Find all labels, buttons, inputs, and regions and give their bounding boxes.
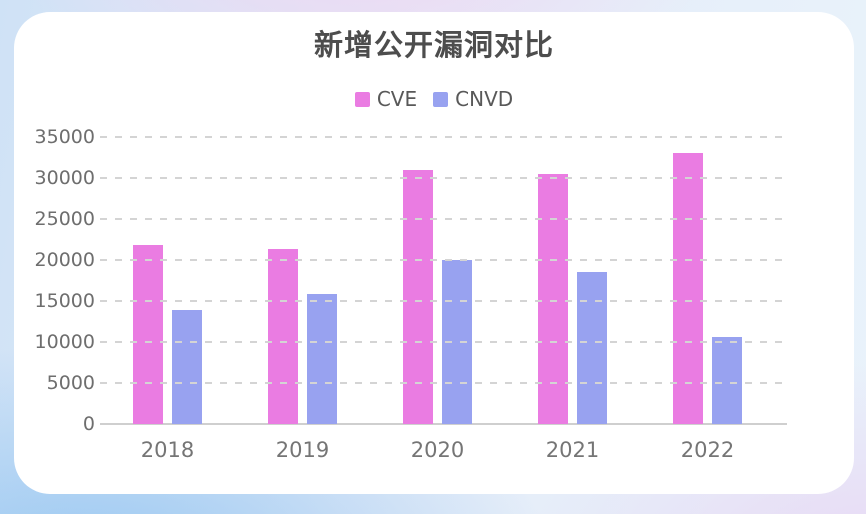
bar-cve-2021 bbox=[538, 174, 568, 424]
legend-item-cnvd[interactable]: CNVD bbox=[433, 87, 513, 111]
bar-row-2018 bbox=[100, 137, 235, 424]
y-tick-label-15000: 15000 bbox=[34, 290, 95, 312]
x-tick-label-2019: 2019 bbox=[275, 438, 330, 462]
bar-cve-2022 bbox=[673, 153, 703, 424]
bar-cnvd-2019 bbox=[307, 294, 337, 424]
x-axis-line bbox=[100, 423, 787, 425]
gridline-30000 bbox=[100, 177, 787, 179]
x-tick-label-2021: 2021 bbox=[545, 438, 600, 462]
gridline-35000 bbox=[100, 136, 787, 138]
bar-row-2019 bbox=[235, 137, 370, 424]
gridline-5000 bbox=[100, 382, 787, 384]
y-tick-label-0: 0 bbox=[82, 413, 95, 435]
y-tick-label-25000: 25000 bbox=[34, 208, 95, 230]
bar-row-2020 bbox=[370, 137, 505, 424]
bar-group-2022: 2022 bbox=[640, 137, 775, 462]
cnvd-legend-swatch-icon bbox=[433, 91, 449, 107]
bar-group-2021: 2021 bbox=[505, 137, 640, 462]
bar-cnvd-2022 bbox=[712, 337, 742, 424]
y-tick-label-20000: 20000 bbox=[34, 249, 95, 271]
y-tick-label-30000: 30000 bbox=[34, 167, 95, 189]
x-tick-label-2018: 2018 bbox=[140, 438, 195, 462]
gridline-10000 bbox=[100, 341, 787, 343]
chart-card: 新增公开漏洞对比 CVE CNVD 0 5000 10000 15000 20000 25… bbox=[14, 12, 854, 494]
y-tick-label-10000: 10000 bbox=[34, 331, 95, 353]
legend: CVE CNVD bbox=[14, 87, 854, 111]
x-tick-label-2020: 2020 bbox=[410, 438, 465, 462]
bar-cnvd-2021 bbox=[577, 272, 607, 424]
cve-legend-swatch-icon bbox=[354, 91, 370, 107]
bar-cve-2018 bbox=[133, 245, 163, 424]
y-tick-label-5000: 5000 bbox=[46, 372, 95, 394]
bar-cnvd-2018 bbox=[172, 310, 202, 424]
bar-group-2019: 2019 bbox=[235, 137, 370, 462]
legend-label-cve: CVE bbox=[376, 87, 418, 111]
gridline-15000 bbox=[100, 300, 787, 302]
bar-group-2018: 2018 bbox=[100, 137, 235, 462]
bar-cve-2019 bbox=[268, 249, 298, 424]
legend-item-cve[interactable]: CVE bbox=[354, 87, 418, 111]
y-tick-label-35000: 35000 bbox=[34, 126, 95, 148]
x-tick-label-2022: 2022 bbox=[680, 438, 735, 462]
bar-row-2022 bbox=[640, 137, 775, 424]
plot-area: 2018 2019 2020 2021 2022 bbox=[100, 136, 787, 462]
bar-cve-2020 bbox=[403, 170, 433, 424]
bar-group-2020: 2020 bbox=[370, 137, 505, 462]
gridline-25000 bbox=[100, 218, 787, 220]
bar-row-2021 bbox=[505, 137, 640, 424]
gridline-20000 bbox=[100, 259, 787, 261]
bar-groups: 2018 2019 2020 2021 2022 bbox=[100, 137, 775, 462]
legend-label-cnvd: CNVD bbox=[455, 87, 514, 111]
y-axis-labels: 0 5000 10000 15000 20000 25000 30000 35000 bbox=[14, 127, 95, 434]
chart-title: 新增公开漏洞对比 bbox=[313, 28, 554, 62]
